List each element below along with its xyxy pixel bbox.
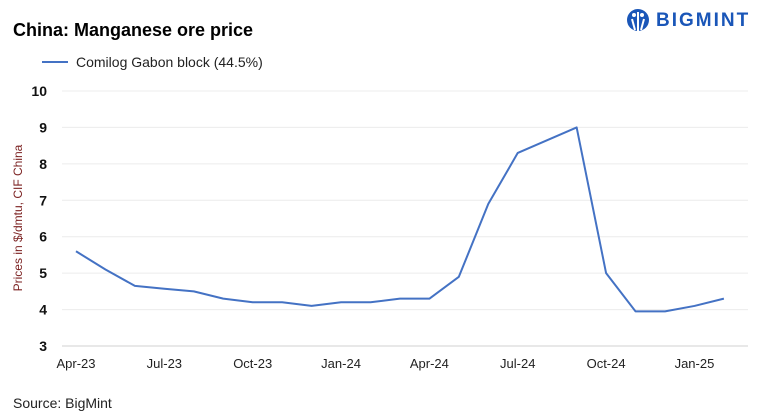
y-tick-label: 10 — [31, 83, 47, 99]
logo-icon — [627, 9, 649, 32]
y-tick-label: 5 — [39, 265, 47, 281]
x-tick-label: Jan-25 — [675, 356, 715, 371]
y-tick-label: 8 — [39, 156, 47, 172]
series-line — [75, 126, 725, 313]
source-note: Source: BigMint — [13, 395, 112, 411]
y-tick-label: 7 — [39, 192, 47, 208]
legend: Comilog Gabon block (44.5%) — [42, 54, 263, 70]
y-tick-label: 3 — [39, 338, 47, 354]
chart-title: China: Manganese ore price — [13, 20, 254, 40]
y-tick-label: 4 — [39, 302, 47, 318]
x-tick-label: Oct-24 — [587, 356, 626, 371]
x-tick-label: Jul-23 — [147, 356, 182, 371]
legend-label: Comilog Gabon block (44.5%) — [76, 54, 263, 70]
x-tick-label: Jul-24 — [500, 356, 535, 371]
x-tick-label: Apr-23 — [56, 356, 95, 371]
logo-text: BIGMINT — [656, 10, 751, 31]
y-tick-label: 9 — [39, 119, 47, 135]
legend-swatch — [42, 61, 68, 63]
y-axis-label: Prices in $/dmtu, CIF China — [11, 144, 25, 291]
y-tick-label: 6 — [39, 229, 47, 245]
x-tick-label: Jan-24 — [321, 356, 361, 371]
bigmint-logo: BIGMINT — [626, 8, 750, 34]
x-tick-label: Apr-24 — [410, 356, 449, 371]
x-tick-label: Oct-23 — [233, 356, 272, 371]
